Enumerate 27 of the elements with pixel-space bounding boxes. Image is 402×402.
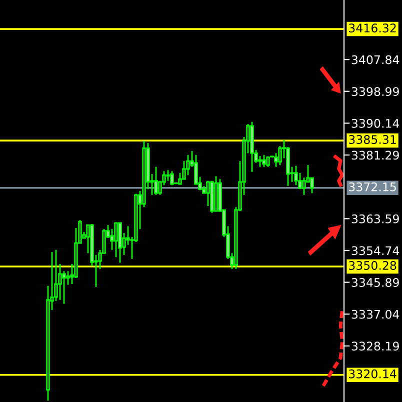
- candlestick: [294, 165, 298, 186]
- ref-line-label: 3350.28: [349, 261, 396, 270]
- candlestick: [186, 154, 190, 176]
- candlestick: [266, 156, 270, 168]
- candlestick: [166, 169, 170, 182]
- candlestick: [170, 170, 174, 186]
- candlestick: [114, 222, 118, 258]
- candlestick: [62, 270, 66, 305]
- candlestick: [178, 172, 182, 185]
- candlestick: [310, 177, 314, 194]
- candlestick: [154, 166, 158, 196]
- y-tick-label: 3398.99: [352, 87, 399, 96]
- y-tick-label: 3363.59: [352, 214, 399, 224]
- y-tick-label: 3407.84: [352, 55, 400, 64]
- ref-line-label: 3385.31: [349, 135, 396, 144]
- candlestick: [258, 155, 262, 168]
- y-tick-label: 3390.14: [352, 118, 400, 128]
- candlestick: [262, 154, 266, 168]
- ref-line-label: 3320.14: [349, 369, 396, 378]
- ref-line-label: 3416.32: [349, 24, 396, 32]
- y-tick-label: 3328.19: [352, 342, 399, 351]
- y-tick-label: 3345.89: [352, 278, 399, 287]
- candlestick: [302, 176, 306, 196]
- y-tick-label: 3337.04: [352, 310, 400, 319]
- ref-line-label: 3372.15: [349, 182, 396, 192]
- y-tick-label: 3381.29: [352, 150, 399, 160]
- y-tick-label: 3354.74: [352, 246, 400, 256]
